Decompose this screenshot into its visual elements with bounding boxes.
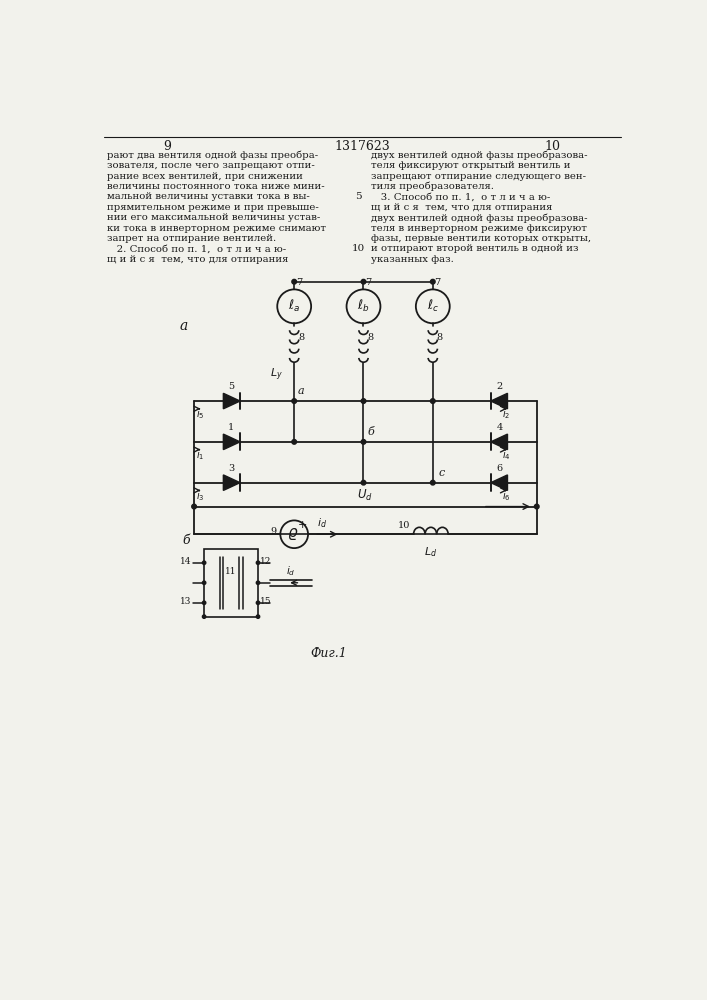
Text: $U_d$: $U_d$ xyxy=(357,488,373,503)
Text: запрещают отпирание следующего вен-: запрещают отпирание следующего вен- xyxy=(371,172,586,181)
Text: 5: 5 xyxy=(355,192,361,201)
Text: 6: 6 xyxy=(497,464,503,473)
Text: 2: 2 xyxy=(497,382,503,391)
Circle shape xyxy=(257,615,259,618)
Text: 12: 12 xyxy=(260,557,271,566)
Text: 11: 11 xyxy=(226,567,237,576)
Text: 10: 10 xyxy=(544,140,560,153)
Text: фазы, первые вентили которых открыты,: фазы, первые вентили которых открыты, xyxy=(371,234,591,243)
Text: 15: 15 xyxy=(260,597,272,606)
Polygon shape xyxy=(223,393,240,409)
Text: $i_1$: $i_1$ xyxy=(196,448,204,462)
Text: с: с xyxy=(439,468,445,478)
Text: нии его максимальной величины устав-: нии его максимальной величины устав- xyxy=(107,213,320,222)
Circle shape xyxy=(292,279,296,284)
Text: $L_y$: $L_y$ xyxy=(270,366,283,383)
Circle shape xyxy=(431,480,435,485)
Polygon shape xyxy=(491,434,508,450)
Circle shape xyxy=(534,504,539,509)
Polygon shape xyxy=(223,475,240,490)
Text: $i_2$: $i_2$ xyxy=(502,407,510,421)
Circle shape xyxy=(292,399,296,403)
Text: 10: 10 xyxy=(351,244,365,253)
Text: $i_d$: $i_d$ xyxy=(317,517,327,530)
Circle shape xyxy=(257,601,259,604)
Text: 8: 8 xyxy=(368,333,373,342)
Text: 13: 13 xyxy=(180,597,191,606)
Text: мальной величины уставки тока в вы-: мальной величины уставки тока в вы- xyxy=(107,192,310,201)
Text: величины постоянного тока ниже мини-: величины постоянного тока ниже мини- xyxy=(107,182,325,191)
Text: $\ell_b$: $\ell_b$ xyxy=(357,298,370,314)
Circle shape xyxy=(257,561,259,564)
Text: тиля преобразователя.: тиля преобразователя. xyxy=(371,182,494,191)
Bar xyxy=(204,549,258,617)
Text: 2. Способ по п. 1,  о т л и ч а ю-: 2. Способ по п. 1, о т л и ч а ю- xyxy=(107,244,286,253)
Text: 4: 4 xyxy=(497,423,503,432)
Text: +: + xyxy=(298,520,308,530)
Circle shape xyxy=(431,399,435,403)
Text: 7: 7 xyxy=(365,278,371,287)
Text: $i_5$: $i_5$ xyxy=(196,407,204,421)
Text: $i_d$: $i_d$ xyxy=(286,564,296,578)
Text: теля фиксируют открытый вентиль и: теля фиксируют открытый вентиль и xyxy=(371,161,571,170)
Polygon shape xyxy=(491,393,508,409)
Text: 9: 9 xyxy=(270,527,276,536)
Text: $\ell_c$: $\ell_c$ xyxy=(427,298,439,314)
Circle shape xyxy=(202,601,206,604)
Text: прямительном режиме и при превыше-: прямительном режиме и при превыше- xyxy=(107,203,319,212)
Text: а: а xyxy=(298,386,305,396)
Text: Фиг.1: Фиг.1 xyxy=(310,647,347,660)
Text: $\ell_a$: $\ell_a$ xyxy=(288,298,300,314)
Circle shape xyxy=(202,561,206,564)
Text: щ и й с я  тем, что для отпирания: щ и й с я тем, что для отпирания xyxy=(107,255,288,264)
Circle shape xyxy=(202,615,206,618)
Text: рают два вентиля одной фазы преобра-: рают два вентиля одной фазы преобра- xyxy=(107,151,318,160)
Text: $i_6$: $i_6$ xyxy=(502,489,510,503)
Circle shape xyxy=(361,279,366,284)
Polygon shape xyxy=(223,434,240,450)
Text: 3. Способ по п. 1,  о т л и ч а ю-: 3. Способ по п. 1, о т л и ч а ю- xyxy=(371,192,551,201)
Text: двух вентилей одной фазы преобразова-: двух вентилей одной фазы преобразова- xyxy=(371,151,588,160)
Text: теля в инверторном режиме фиксируют: теля в инверторном режиме фиксируют xyxy=(371,224,587,233)
Text: $i_3$: $i_3$ xyxy=(196,489,204,503)
Text: указанных фаз.: указанных фаз. xyxy=(371,255,454,264)
Text: 7: 7 xyxy=(434,278,440,287)
Circle shape xyxy=(361,440,366,444)
Text: щ и й с я  тем, что для отпирания: щ и й с я тем, что для отпирания xyxy=(371,203,553,212)
Text: 8: 8 xyxy=(437,333,443,342)
Text: а: а xyxy=(180,319,188,333)
Text: 3: 3 xyxy=(228,464,234,473)
Text: $L_d$: $L_d$ xyxy=(424,545,437,559)
Text: ки тока в инверторном режиме снимают: ки тока в инверторном режиме снимают xyxy=(107,224,326,233)
Circle shape xyxy=(431,279,435,284)
Circle shape xyxy=(361,480,366,485)
Text: 1317623: 1317623 xyxy=(334,140,390,153)
Text: 8: 8 xyxy=(298,333,304,342)
Text: 5: 5 xyxy=(228,382,234,391)
Text: двух вентилей одной фазы преобразова-: двух вентилей одной фазы преобразова- xyxy=(371,213,588,223)
Text: 7: 7 xyxy=(296,278,302,287)
Polygon shape xyxy=(491,475,508,490)
Text: б: б xyxy=(368,427,374,437)
Text: рание всех вентилей, при снижении: рание всех вентилей, при снижении xyxy=(107,172,303,181)
Circle shape xyxy=(257,581,259,584)
Text: $\varrho$: $\varrho$ xyxy=(287,526,298,542)
Text: и отпирают второй вентиль в одной из: и отпирают второй вентиль в одной из xyxy=(371,244,579,253)
Text: 9: 9 xyxy=(163,140,171,153)
Circle shape xyxy=(202,581,206,584)
Circle shape xyxy=(361,399,366,403)
Circle shape xyxy=(192,504,197,509)
Text: зователя, после чего запрещают отпи-: зователя, после чего запрещают отпи- xyxy=(107,161,315,170)
Text: 10: 10 xyxy=(397,521,409,530)
Text: запрет на отпирание вентилей.: запрет на отпирание вентилей. xyxy=(107,234,276,243)
Text: 14: 14 xyxy=(180,557,191,566)
Text: $i_4$: $i_4$ xyxy=(502,448,510,462)
Text: 1: 1 xyxy=(228,423,234,432)
Text: б: б xyxy=(182,534,190,547)
Circle shape xyxy=(292,440,296,444)
